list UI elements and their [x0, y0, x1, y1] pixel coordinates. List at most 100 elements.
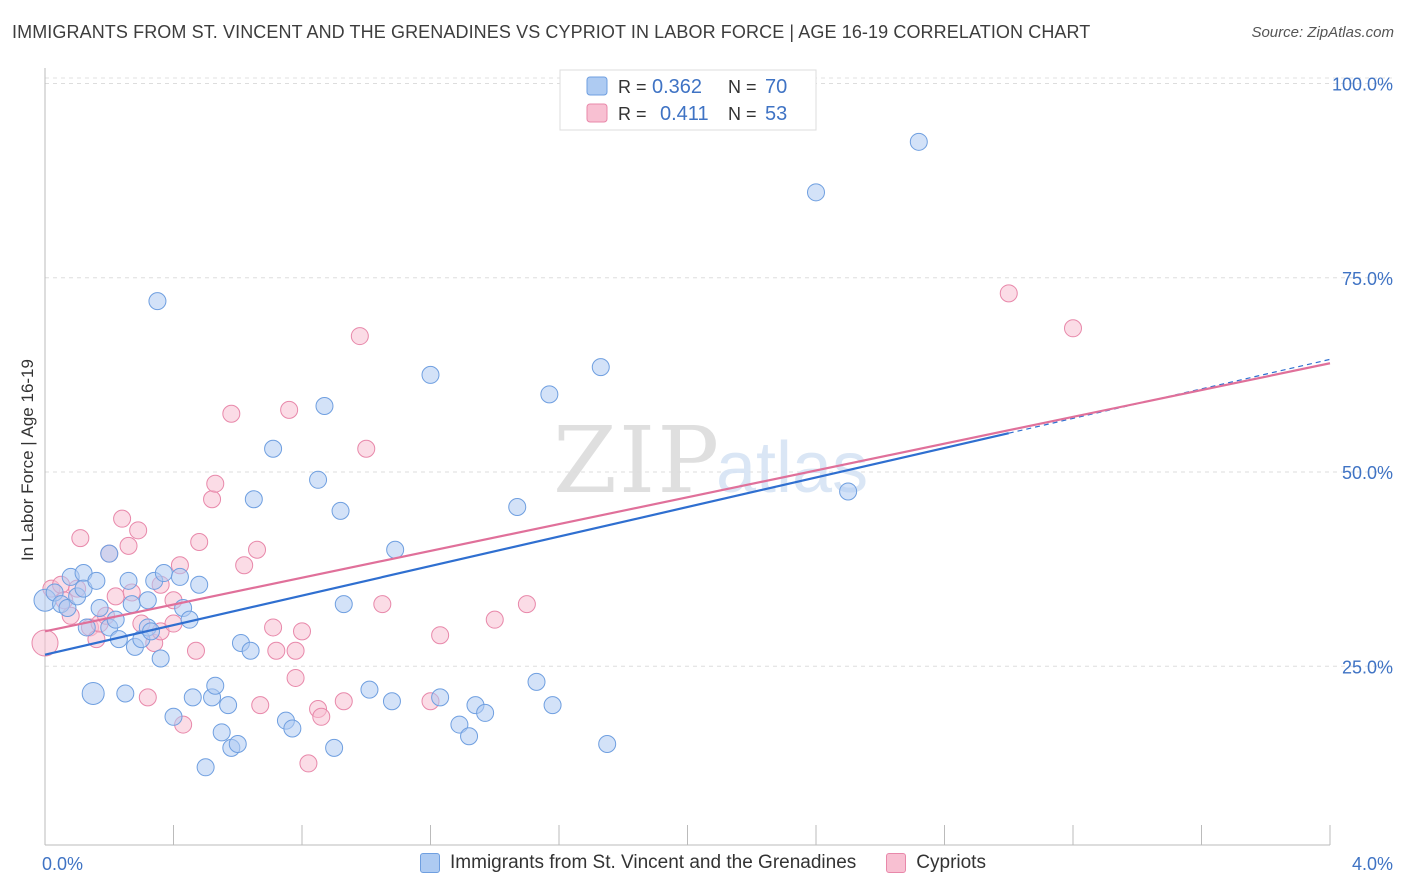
- watermark: ZIP atlas: [553, 407, 868, 514]
- chart-title: IMMIGRANTS FROM ST. VINCENT AND THE GREN…: [12, 22, 1091, 42]
- cypriots-point: [286, 641, 305, 660]
- x-tick-label-min: 0.0%: [42, 854, 83, 874]
- cypriots-point: [186, 641, 205, 660]
- cypriots-point: [373, 595, 392, 614]
- svg-immigrants-point: [450, 715, 469, 734]
- svg-immigrants-point: [116, 684, 135, 703]
- cypriots-point: [248, 540, 267, 559]
- svg-immigrants-point: [119, 571, 138, 590]
- svg-immigrants-point: [283, 719, 302, 738]
- svg-immigrants-point: [839, 482, 858, 501]
- cypriots-point: [106, 587, 125, 606]
- svg-immigrants-point: [591, 358, 610, 377]
- svg-immigrants-point: [431, 688, 450, 707]
- legend-swatch-blue: [420, 853, 441, 873]
- svg-immigrants-point: [315, 396, 334, 415]
- legend-n-value-pink: 53: [765, 103, 787, 125]
- legend-top-swatch-pink: [586, 103, 608, 123]
- grid-lines: [45, 77, 1392, 667]
- svg-immigrants-point: [183, 688, 202, 707]
- svg-immigrants-point: [508, 498, 527, 517]
- svg-immigrants-point: [334, 595, 353, 614]
- svg-immigrants-point: [807, 183, 825, 202]
- cypriots-point: [119, 536, 138, 555]
- legend-top: R = 0.362 N = 70 R = 0.411 N = 53: [559, 69, 817, 131]
- legend-r-label-pink: R =: [618, 104, 647, 124]
- legend-item-svg: Immigrants from St. Vincent and the Gren…: [420, 852, 856, 874]
- y-axis-label: In Labor Force | Age 16-19: [18, 359, 37, 561]
- y-tick-label-0: 25.0%: [1342, 657, 1393, 677]
- cypriots-point: [206, 474, 225, 493]
- svg-immigrants-point: [196, 758, 215, 777]
- y-axis-tick-labels: 25.0% 50.0% 75.0% 100.0%: [1332, 75, 1393, 678]
- svg-immigrants-point: [212, 723, 231, 742]
- svg-immigrants-point: [81, 681, 105, 705]
- svg-immigrants-point: [309, 470, 328, 489]
- legend-r-value-pink: 0.411: [660, 103, 709, 125]
- svg-immigrants-point: [122, 595, 141, 614]
- svg-immigrants-point: [325, 738, 344, 757]
- y-tick-label-1: 50.0%: [1342, 463, 1393, 483]
- svg-immigrants-point: [190, 575, 209, 594]
- y-tick-label-3: 100.0%: [1332, 75, 1393, 95]
- x-axis-ticks: [44, 825, 1331, 845]
- cypriots-point: [267, 641, 286, 660]
- svg-immigrants-point: [331, 501, 350, 520]
- cypriots-point: [293, 622, 311, 641]
- cypriots-point: [113, 509, 132, 528]
- cypriots-point: [138, 688, 157, 707]
- svg-immigrants-point: [244, 490, 263, 509]
- svg-immigrants-point: [154, 564, 173, 583]
- legend-label-svg: Immigrants from St. Vincent and the Gren…: [450, 852, 857, 873]
- svg-immigrants-point: [527, 672, 546, 691]
- svg-immigrants-point: [382, 692, 401, 711]
- cypriots-point: [222, 404, 241, 423]
- legend-r-label-blue: R =: [618, 77, 647, 97]
- svg-immigrants-point: [909, 132, 928, 151]
- svg-immigrants-point: [264, 439, 283, 458]
- cypriots-point: [517, 595, 536, 614]
- cypriots-point: [251, 696, 270, 715]
- cypriots-point: [485, 610, 504, 629]
- svg-immigrants-point: [148, 292, 167, 311]
- cypriots-point: [264, 618, 283, 637]
- trend-lines: [44, 358, 1331, 656]
- svg-immigrants-point: [206, 676, 225, 695]
- cypriots-point: [999, 284, 1018, 303]
- cypriots-point: [203, 490, 222, 509]
- svg-immigrants-point: [90, 599, 109, 618]
- svg-immigrants-point: [164, 707, 183, 726]
- svg-immigrants-point: [100, 544, 119, 563]
- svg-immigrants-point: [106, 610, 125, 629]
- svg-immigrants-point: [87, 571, 106, 590]
- svg-immigrants-point: [170, 567, 189, 586]
- source-label: Source: ZipAtlas.com: [1251, 24, 1394, 41]
- svg-immigrants-point: [58, 599, 77, 618]
- legend-bottom: Immigrants from St. Vincent and the Gren…: [0, 852, 1406, 874]
- cypriots-point: [334, 692, 353, 711]
- cypriots-point: [190, 532, 209, 551]
- svg-immigrants-point: [476, 703, 495, 722]
- legend-item-cypriots: Cypriots: [886, 852, 986, 874]
- legend-swatch-pink: [886, 853, 907, 873]
- series-svg-points: [33, 132, 928, 777]
- trend-line-cypriots: [44, 362, 1331, 633]
- y-tick-label-2: 75.0%: [1342, 269, 1393, 289]
- svg-immigrants-point: [421, 365, 440, 384]
- cypriots-point: [286, 668, 305, 687]
- svg-immigrants-point: [138, 591, 157, 610]
- svg-immigrants-point: [543, 696, 562, 715]
- legend-n-label-blue: N =: [728, 77, 757, 97]
- cypriots-point: [312, 707, 331, 726]
- cypriots-point: [431, 626, 450, 645]
- cypriots-point: [299, 754, 318, 773]
- svg-immigrants-point: [219, 696, 238, 715]
- cypriots-point: [129, 521, 148, 540]
- series-cypriots-points: [31, 284, 1082, 773]
- svg-immigrants-point: [540, 385, 559, 404]
- svg-immigrants-point: [460, 727, 479, 746]
- legend-top-swatch-blue: [586, 76, 608, 96]
- trend-line-svg: [44, 432, 1009, 656]
- cypriots-point: [71, 529, 90, 548]
- legend-r-value-blue: 0.362: [652, 76, 702, 98]
